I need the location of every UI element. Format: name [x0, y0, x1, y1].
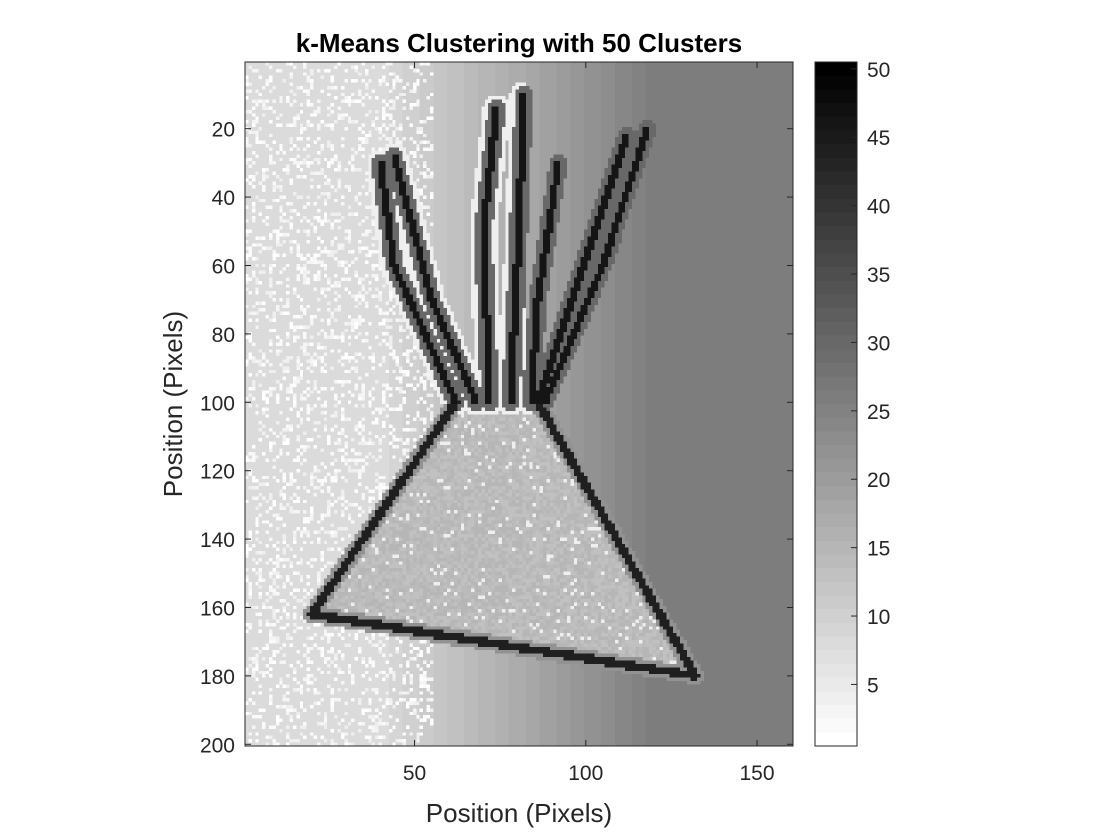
- y-tick-label: 40: [212, 187, 235, 210]
- y-tick-label: 140: [200, 529, 235, 552]
- colorbar-tick-label: 10: [867, 606, 890, 629]
- colorbar-ticks: 5 10 15 20 25 30 35 40 45 50: [851, 59, 890, 697]
- colorbar-tick-label: 30: [867, 332, 890, 355]
- x-tick-label: 50: [403, 762, 426, 785]
- colorbar-tick-label: 45: [867, 127, 890, 150]
- colorbar-tick-label: 50: [867, 59, 890, 82]
- y-axis-ticks: 20 40 60 80 100 120 140 160 180 200: [200, 119, 793, 757]
- colorbar-tick-label: 20: [867, 469, 890, 492]
- x-tick-label: 150: [740, 762, 775, 785]
- colorbar: 5 10 15 20 25 30 35 40 45 50: [814, 59, 890, 747]
- y-tick-label: 80: [212, 324, 235, 347]
- colorbar-gradient: [815, 62, 857, 746]
- colorbar-frame: [814, 61, 858, 747]
- y-tick-label: 100: [200, 392, 235, 415]
- x-axis-ticks: 50 100 150: [403, 62, 775, 785]
- y-tick-label: 20: [212, 119, 235, 142]
- y-tick-label: 60: [212, 255, 235, 278]
- colorbar-tick-label: 35: [867, 264, 890, 287]
- y-axis-label: Position (Pixels): [158, 311, 188, 497]
- colorbar-tick-label: 5: [867, 674, 879, 697]
- image-axes: 50 100 150 20 40 60 80 100 120 140 160 180 200: [200, 61, 794, 785]
- y-tick-label: 160: [200, 597, 235, 620]
- y-tick-label: 120: [200, 461, 235, 484]
- colorbar-tick-label: 15: [867, 538, 890, 561]
- y-tick-label: 180: [200, 666, 235, 689]
- colorbar-tick-label: 40: [867, 196, 890, 219]
- chart-title: k-Means Clustering with 50 Clusters: [296, 28, 742, 58]
- colorbar-tick-label: 25: [867, 401, 890, 424]
- x-axis-label: Position (Pixels): [426, 798, 612, 828]
- x-tick-label: 100: [568, 762, 603, 785]
- heatmap-image: [245, 62, 793, 746]
- axes-frame: [244, 61, 794, 747]
- y-tick-label: 200: [200, 734, 235, 757]
